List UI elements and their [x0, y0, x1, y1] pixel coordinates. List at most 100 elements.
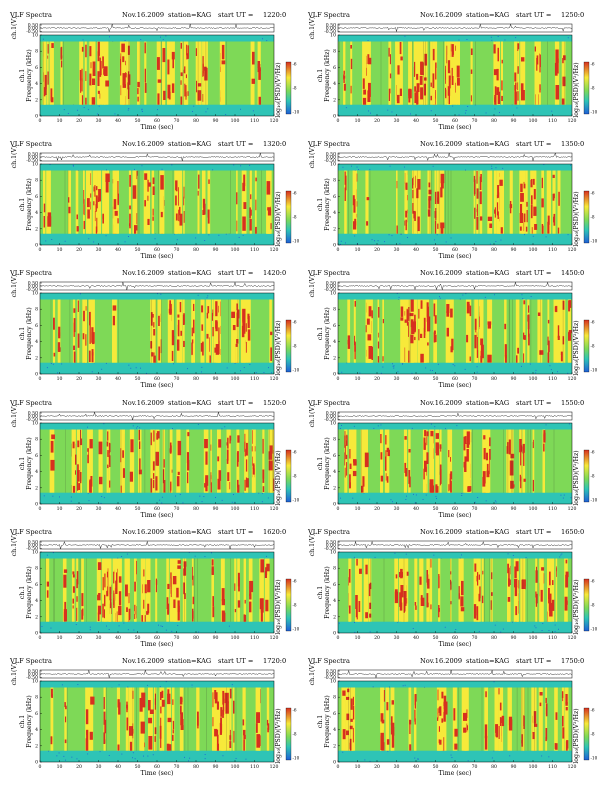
waveform-trace [337, 281, 573, 291]
burst-band [191, 558, 194, 622]
burst-peak [197, 190, 199, 196]
colorbar-tick-label: -10 [591, 626, 598, 631]
burst-peak [498, 726, 500, 739]
noise-speckle [445, 241, 447, 243]
burst-band [355, 558, 360, 622]
burst-peak [50, 88, 53, 101]
noise-speckle [77, 170, 79, 171]
burst-band [419, 558, 424, 622]
noise-speckle [249, 164, 251, 166]
burst-peak [420, 87, 424, 100]
noise-speckle [134, 168, 135, 170]
burst-peak [414, 709, 416, 722]
burst-peak [441, 718, 444, 723]
burst-peak [500, 227, 503, 234]
burst-peak [109, 586, 112, 601]
burst-peak [160, 706, 162, 714]
noise-speckle [141, 111, 143, 112]
burst-peak [126, 607, 128, 612]
burst-peak [196, 80, 198, 93]
noise-speckle [354, 622, 355, 623]
burst-peak [93, 186, 95, 192]
noise-speckle [455, 629, 457, 630]
burst-peak [152, 208, 154, 216]
noise-speckle [437, 363, 439, 365]
burst-peak [249, 218, 252, 231]
burst-band [545, 687, 548, 751]
burst-peak [463, 712, 468, 721]
burst-band [402, 558, 407, 622]
burst-peak [220, 717, 223, 725]
noise-speckle [75, 624, 77, 625]
burst-peak [345, 175, 347, 191]
noise-speckle [127, 629, 129, 631]
burst-peak [244, 614, 247, 622]
burst-peak [493, 69, 497, 76]
noise-speckle [61, 684, 63, 686]
panel-date: Nov.16.2009 [420, 657, 462, 665]
panel-start-label: start UT = [218, 11, 253, 19]
noise-speckle [103, 497, 105, 499]
waveform-tick-label: -0.50 [26, 675, 38, 681]
noise-speckle [434, 426, 436, 428]
burst-peak [548, 340, 550, 353]
burst-peak [410, 319, 414, 328]
noise-speckle [240, 165, 242, 167]
waveform-tick-label: 0.50 [326, 280, 336, 286]
burst-peak [85, 306, 87, 311]
burst-peak [426, 306, 429, 317]
waveform-axis-label: ch.1(V) [11, 663, 18, 686]
burst-band [82, 299, 86, 363]
noise-speckle [207, 295, 209, 297]
burst-peak [105, 179, 109, 193]
burst-peak [369, 613, 372, 618]
burst-peak [155, 578, 157, 593]
burst-peak [517, 43, 519, 51]
burst-peak [134, 604, 136, 612]
burst-peak [122, 73, 126, 85]
burst-peak [496, 68, 499, 81]
burst-peak [92, 61, 96, 76]
noise-speckle [563, 494, 565, 496]
burst-peak [127, 74, 131, 85]
y-tick-label: 2 [333, 226, 336, 232]
noise-speckle [545, 424, 547, 426]
noise-speckle [493, 750, 495, 752]
burst-peak [192, 303, 195, 311]
burst-band [250, 41, 255, 105]
burst-peak [255, 199, 257, 211]
x-tick-label: 0 [39, 506, 42, 512]
burst-peak [499, 702, 502, 711]
burst-peak [478, 574, 480, 580]
burst-peak [423, 468, 425, 480]
panel-start-ut: 1720:0 [263, 657, 286, 665]
burst-band [348, 558, 352, 622]
burst-peak [409, 719, 411, 734]
y-tick-label: 10 [330, 679, 336, 685]
burst-peak [345, 454, 348, 460]
noise-speckle [425, 494, 427, 496]
noise-speckle [454, 365, 456, 367]
y-tick-label: 10 [330, 550, 336, 556]
x-tick-label: 0 [39, 376, 42, 382]
noise-speckle [372, 686, 374, 688]
frequency-channel-label: ch.1 [317, 457, 324, 470]
y-tick-label: 0 [333, 631, 336, 637]
burst-peak [526, 201, 528, 207]
noise-speckle [410, 113, 411, 115]
burst-peak [105, 80, 109, 87]
x-tick-label: 40 [413, 376, 419, 382]
noise-speckle [127, 109, 129, 111]
burst-peak [454, 743, 458, 750]
burst-peak [228, 435, 232, 441]
noise-speckle [494, 294, 495, 296]
burst-peak [153, 355, 156, 363]
noise-speckle [231, 684, 233, 686]
burst-band [60, 41, 63, 105]
burst-peak [97, 562, 102, 570]
x-tick-label: 80 [193, 764, 199, 770]
burst-peak [129, 174, 131, 187]
x-tick-label: 10 [57, 635, 63, 641]
waveform-tick-label: 0.50 [28, 410, 38, 416]
burst-peak [180, 725, 184, 730]
